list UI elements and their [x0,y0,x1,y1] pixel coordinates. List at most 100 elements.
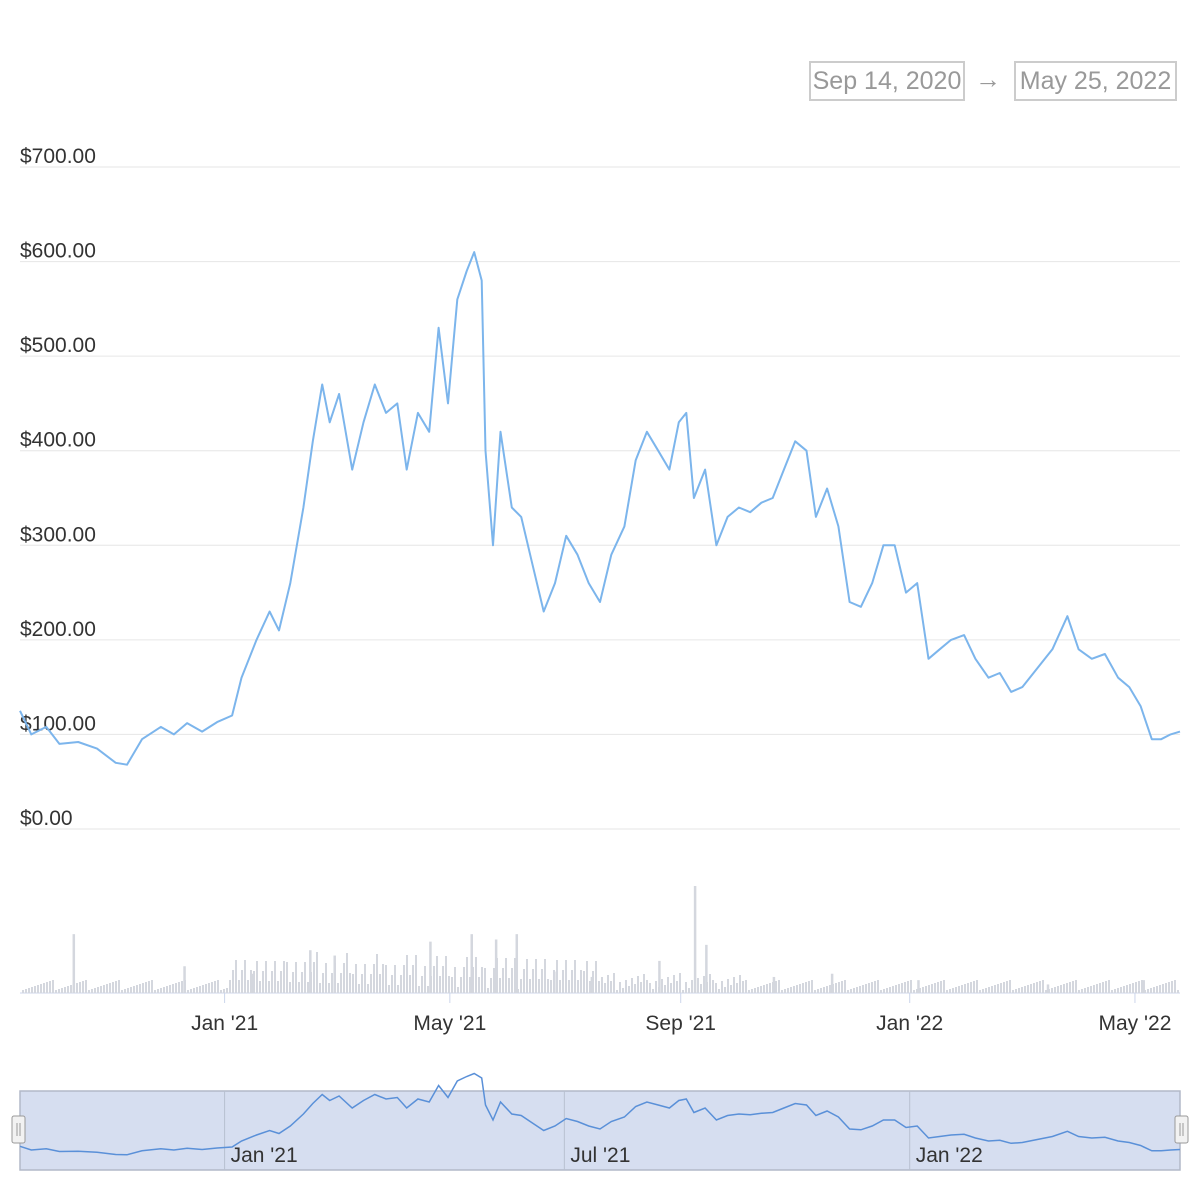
volume-bar [25,989,27,993]
y-tick-label: $100.00 [20,712,96,735]
volume-bar [1144,990,1146,993]
volume-bar [514,958,516,993]
x-axis: Jan '21 May '21 Sep '21 Jan '22 May '22 [191,993,1171,1035]
volume-bar [856,987,858,993]
volume-bar [1105,981,1107,993]
volume-bar [337,983,339,993]
y-tick-label: $400.00 [20,429,96,452]
navigator-tick-label: Jan '21 [231,1144,298,1167]
volume-bar [547,979,549,993]
volume-bar [106,984,108,993]
volume-bar [376,954,378,993]
volume-spike [183,966,186,993]
volume-bar [1009,980,1011,993]
navigator[interactable]: Jan '21 Jul '21 Jan '22 [11,1072,1189,1171]
volume-bar [766,984,768,993]
volume-spike [772,976,776,993]
volume-spike [1142,980,1145,993]
volume-bar [31,987,33,993]
volume-bar [1171,981,1173,993]
volume-bar [574,960,576,993]
volume-bar [622,988,624,993]
volume-bar [103,985,105,993]
volume-bar [427,986,429,993]
volume-bar [922,987,924,993]
volume-bar [361,974,363,993]
volume-bar [451,977,453,993]
volume-bar [223,989,225,993]
volume-bar [985,988,987,993]
navigator-handle-right[interactable] [1174,1115,1189,1144]
volume-bar [229,980,231,993]
volume-bar [535,959,537,993]
range-to-input[interactable]: May 25, 2022 [1014,61,1177,101]
volume-bar [775,981,777,993]
volume-bar [454,967,456,993]
volume-bar [331,973,333,993]
volume-bar [1153,987,1155,993]
volume-bar [22,990,24,993]
volume-bar [829,985,831,993]
volume-bar [358,984,360,993]
volume-bar [583,971,585,993]
volume-bar [742,981,744,993]
volume-bar [556,960,558,993]
volume-bar [346,953,348,993]
volume-bar [688,988,690,993]
volume-bar [943,980,945,993]
volume-bar [529,979,531,993]
y-axis: $700.00 $600.00 $500.00 $400.00 $300.00 $200.… [20,145,96,830]
volume-bar [61,988,63,993]
volume-bar [349,973,351,993]
volume-bar [682,990,684,993]
volume-bar [277,981,279,993]
volume-bar [901,983,903,993]
volume-bar [1012,990,1014,993]
volume-bar [142,983,144,993]
volume-bar [145,982,147,993]
volume-bar [799,984,801,993]
volume-bar [79,982,81,993]
volume-bar [370,974,372,993]
volume-bar [1054,987,1056,993]
price-series [19,251,1181,766]
volume-bar [406,955,408,993]
volume-bar [1177,990,1179,993]
volume-bar [721,981,723,993]
volume-bar [1090,986,1092,993]
volume-bar [298,982,300,993]
navigator-mask[interactable] [19,1090,1181,1171]
volume-bar [709,974,711,993]
volume-bar [997,984,999,993]
volume-bar [892,986,894,993]
volume-bar [1075,980,1077,993]
volume-bar [1108,980,1110,993]
volume-bar [70,985,72,993]
volume-bar [991,986,993,993]
volume-bar [415,955,417,993]
volume-bar [1138,981,1140,993]
volume-bar [382,964,384,993]
volume-bar [1093,985,1095,993]
volume-bar [931,984,933,993]
volume-bar [814,990,816,993]
y-tick-label: $500.00 [20,334,96,357]
navigator-handle-left[interactable] [11,1115,26,1144]
volume-bar [1162,984,1164,993]
volume-bar [247,980,249,993]
volume-spike [429,941,432,993]
volume-bar [1015,989,1017,993]
volume-bar [490,978,492,993]
volume-bar [151,980,153,993]
volume-bar [88,990,90,993]
volume-bar [97,987,99,993]
range-from-input[interactable]: Sep 14, 2020 [809,61,965,101]
volume-bar [613,973,615,993]
volume-bar [1141,980,1143,993]
volume-bar [541,969,543,993]
volume-bar [964,984,966,993]
volume-bar [676,981,678,993]
volume-bar [478,977,480,993]
volume-bar [394,965,396,993]
volume-bar [823,987,825,993]
